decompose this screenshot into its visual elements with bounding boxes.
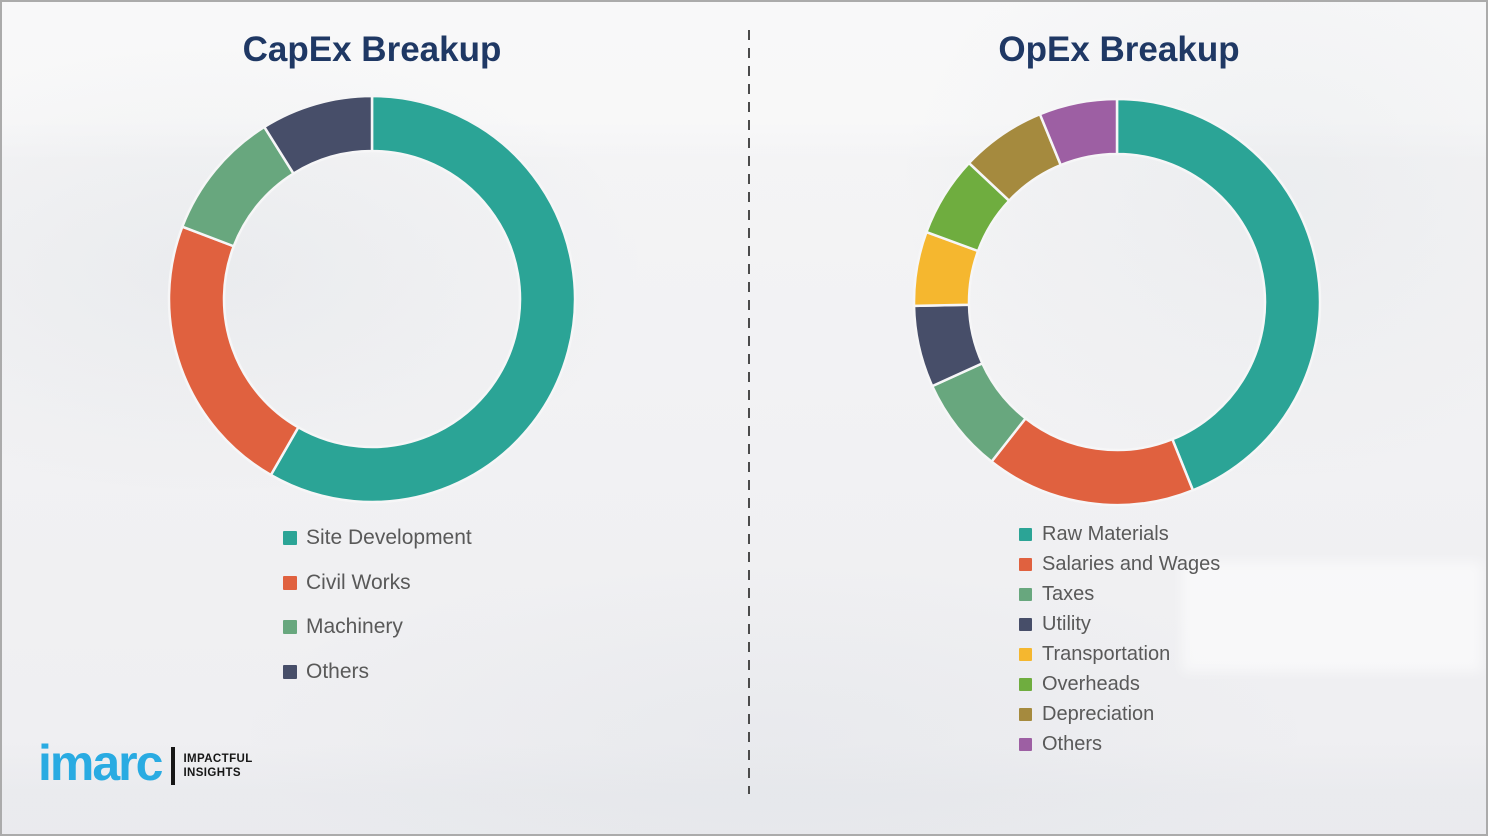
donut-slice-site-development xyxy=(269,94,577,504)
legend-label: Transportation xyxy=(1042,642,1171,665)
donut-svg xyxy=(912,97,1322,507)
imarc-logo: imarc IMPACTFUL INSIGHTS xyxy=(38,738,253,794)
legend-label: Utility xyxy=(1042,612,1091,635)
logo-divider-bar xyxy=(171,747,176,785)
donut-slice-raw-materials xyxy=(1115,97,1322,492)
legend-item: Civil Works xyxy=(283,561,472,606)
capex-legend: Site Development Civil Works Machinery Othe… xyxy=(283,516,472,694)
legend-label: Site Development xyxy=(306,526,472,550)
legend-swatch xyxy=(283,531,297,546)
legend-swatch xyxy=(1019,677,1032,691)
donut-slice-salaries-and-wages xyxy=(990,417,1195,507)
donut-slice-others xyxy=(1038,97,1119,167)
legend-swatch xyxy=(1019,617,1032,631)
dashed-divider xyxy=(748,30,750,794)
logo-tagline-line2: INSIGHTS xyxy=(183,767,241,779)
legend-label: Salaries and Wages xyxy=(1042,552,1221,575)
legend-item: Salaries and Wages xyxy=(1019,549,1220,579)
legend-label: Others xyxy=(306,659,370,683)
legend-label: Civil Works xyxy=(306,570,411,594)
legend-swatch xyxy=(1019,647,1032,661)
legend-label: Depreciation xyxy=(1042,702,1155,725)
opex-legend: Raw Materials Salaries and Wages Taxes Util… xyxy=(1019,519,1220,759)
legend-label: Raw Materials xyxy=(1042,522,1169,545)
donut-svg xyxy=(167,94,577,504)
legend-label: Taxes xyxy=(1042,582,1095,605)
capex-donut-chart xyxy=(162,89,582,509)
legend-label: Machinery xyxy=(306,615,403,639)
legend-item: Taxes xyxy=(1019,579,1220,609)
legend-swatch xyxy=(1019,737,1032,751)
legend-item: Others xyxy=(1019,729,1220,759)
donut-slice-others xyxy=(263,94,374,175)
background-highlight-band xyxy=(1182,562,1482,672)
legend-item: Others xyxy=(283,650,472,695)
legend-item: Raw Materials xyxy=(1019,519,1220,549)
legend-item: Overheads xyxy=(1019,669,1220,699)
opex-donut-chart xyxy=(907,92,1327,512)
imarc-logo-wordmark: imarc xyxy=(38,735,163,791)
opex-title: OpEx Breakup xyxy=(998,30,1240,69)
legend-swatch xyxy=(1019,707,1032,721)
logo-tagline-line1: IMPACTFUL xyxy=(183,753,253,765)
legend-swatch xyxy=(1019,557,1032,571)
legend-swatch xyxy=(283,664,297,679)
legend-swatch xyxy=(1019,587,1032,601)
legend-item: Machinery xyxy=(283,605,472,650)
legend-item: Utility xyxy=(1019,609,1220,639)
logo-tagline: IMPACTFUL INSIGHTS xyxy=(183,752,252,780)
legend-label: Overheads xyxy=(1042,672,1140,695)
legend-item: Depreciation xyxy=(1019,699,1220,729)
donut-slice-civil-works xyxy=(167,225,300,477)
legend-swatch xyxy=(283,575,297,590)
legend-swatch xyxy=(1019,527,1032,541)
legend-item: Transportation xyxy=(1019,639,1220,669)
capex-title: CapEx Breakup xyxy=(242,30,502,69)
legend-item: Site Development xyxy=(283,516,472,561)
legend-label: Others xyxy=(1042,732,1103,755)
legend-swatch xyxy=(283,620,297,635)
